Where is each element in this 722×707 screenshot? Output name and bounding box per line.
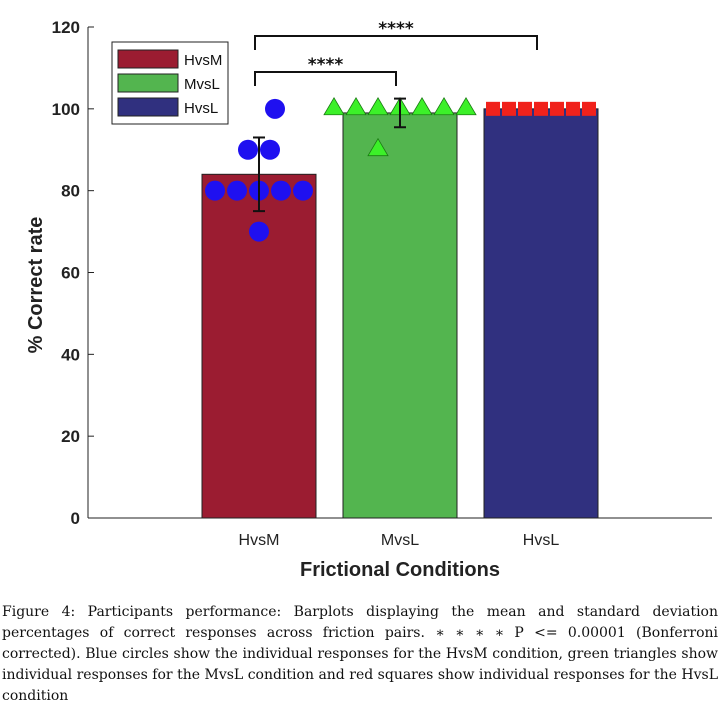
- point-triangle: [367, 96, 389, 116]
- point-triangle: [367, 137, 389, 157]
- bars: [201, 108, 599, 519]
- significance-bracket: [254, 35, 538, 50]
- point-triangle: [455, 96, 477, 116]
- y-tick-label: 40: [61, 345, 80, 364]
- legend: HvsM MvsL HvsL: [111, 41, 229, 125]
- point-square: [550, 101, 564, 116]
- point-circle: [249, 221, 269, 242]
- significance-bracket: [254, 71, 397, 86]
- x-tick-label: HvsM: [239, 532, 280, 549]
- point-triangle: [433, 96, 455, 116]
- point-circle: [227, 180, 247, 201]
- x-tick-label: HvsL: [523, 532, 560, 549]
- legend-label: MvsL: [184, 76, 220, 93]
- legend-swatch: [117, 97, 179, 117]
- y-tick-label: 0: [71, 509, 80, 528]
- point-triangle: [411, 96, 433, 116]
- figure-caption: Figure 4: Participants performance: Barp…: [2, 604, 718, 704]
- significance-label: ****: [378, 19, 414, 39]
- legend-swatch: [117, 73, 179, 93]
- significance-label: ****: [308, 55, 344, 75]
- point-square: [518, 101, 532, 116]
- individual-points: [205, 96, 596, 242]
- point-circle: [265, 98, 285, 119]
- error-bars: [253, 97, 406, 213]
- axes: 0 20 40 60 80 100 120 HvsM MvsL HvsL: [52, 18, 712, 549]
- point-circle: [271, 180, 291, 201]
- point-circle: [205, 180, 225, 201]
- point-triangle: [323, 96, 345, 116]
- legend-label: HvsM: [184, 52, 222, 69]
- point-circle: [293, 180, 313, 201]
- point-circle: [238, 139, 258, 160]
- x-axis-title: Frictional Conditions: [300, 559, 500, 581]
- y-tick-label: 120: [52, 18, 80, 37]
- legend-label: HvsL: [184, 100, 218, 117]
- point-square: [582, 101, 596, 116]
- legend-swatch: [117, 49, 179, 69]
- bar-hvsl: [483, 108, 599, 519]
- point-triangle: [345, 96, 367, 116]
- y-tick-label: 60: [61, 264, 80, 283]
- y-tick-label: 20: [61, 427, 80, 446]
- y-tick-label: 100: [52, 100, 80, 119]
- point-square: [566, 101, 580, 116]
- point-square: [486, 101, 500, 116]
- point-square: [534, 101, 548, 116]
- bar-chart: 0 20 40 60 80 100 120 HvsM MvsL HvsL **** **** Hvs…: [25, 18, 712, 581]
- point-circle: [260, 139, 280, 160]
- y-axis-title: % Correct rate: [25, 217, 47, 354]
- x-tick-label: MvsL: [381, 532, 419, 549]
- significance-brackets: **** ****: [254, 19, 538, 86]
- bar-mvsl: [342, 112, 458, 519]
- point-square: [502, 101, 516, 116]
- y-tick-label: 80: [61, 182, 80, 201]
